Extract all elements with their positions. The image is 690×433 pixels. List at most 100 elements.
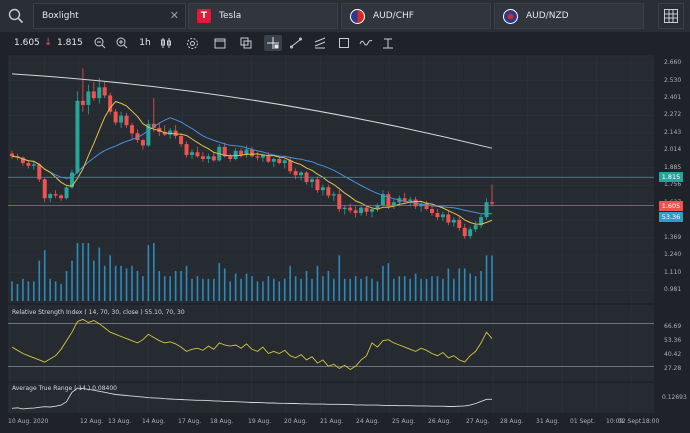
candle-body [42,179,47,199]
layout-grid-button[interactable] [658,3,684,29]
candle-body [473,225,478,230]
volume-bar [360,278,362,301]
candle-body [222,146,227,157]
volume-bar [131,265,133,301]
candle-body [108,95,113,112]
channel-tool-button[interactable] [312,35,328,51]
compare-button[interactable] [238,35,254,51]
time-axis-label: 10:00 [606,418,624,425]
volume-bar [354,276,357,301]
tab-tesla[interactable]: T Tesla [188,3,338,29]
volume-bar [333,278,335,301]
candle-body [277,158,282,164]
chart-area[interactable]: 2.660 2.530 2.401 2.272 2.143 2.014 1.885 1.756… [0,55,690,433]
volume-bar [278,281,281,301]
volume-bar [185,265,188,301]
candle-body [331,194,336,196]
candlesticks [10,68,494,239]
time-axis-label: 18 Aug. [210,418,234,425]
volume-bar [491,255,493,301]
volume-bar [251,276,253,301]
price-axis-label: 2.143 [664,128,682,136]
candle-body [353,210,358,214]
candle-body [299,172,304,176]
time-axis-label: 31 Aug. [536,418,560,425]
folder-icon [214,38,226,49]
candle-body [462,227,467,237]
candle-body [80,100,85,105]
volume-bar [147,245,150,301]
aud-chf-flag-icon [350,8,365,24]
template-button[interactable] [212,35,228,51]
close-icon[interactable]: ✕ [169,9,179,22]
volume-bar [349,278,351,301]
text-tool-button[interactable] [380,35,396,51]
volume-bar [371,278,373,301]
price-axis-label: 1.885 [664,163,682,171]
price-axis-label: 1.756 [664,181,682,189]
volume-bar [403,276,406,301]
zoom-out-icon [94,37,106,49]
time-axis-label: 26 Aug. [428,418,452,425]
brush-tool-button[interactable] [358,35,374,51]
main-pane [8,55,654,303]
price-chart[interactable] [0,55,690,433]
interval-button[interactable]: 1h [139,38,151,48]
volume-bar [229,281,231,301]
atr-title: Average True Range ( 14 ) 0.08400 [12,385,117,392]
parallel-lines-icon [314,37,326,49]
candle-body [364,207,369,212]
candle-body [326,187,331,196]
tab-aud-nzd[interactable]: AUD/NZD [494,3,644,29]
rsi-line [8,318,654,371]
volume-bar [93,260,95,301]
volume-bar [136,271,139,301]
candle-body [233,150,238,159]
candlestick-icon [161,38,171,48]
candle-body [168,130,173,135]
candle-body [484,202,489,218]
candle-body [195,152,200,157]
tab-aud-chf[interactable]: AUD/CHF [341,3,491,29]
rectangle-tool-button[interactable] [336,35,352,51]
volume-bar [425,278,428,301]
time-axis-label: 14 Aug. [142,418,166,425]
volume-bar [300,278,302,301]
zoom-in-icon [116,37,128,49]
zoom-out-button[interactable] [92,35,108,51]
candle-body [375,204,380,210]
crosshair-tool-button[interactable] [264,35,282,51]
volume-bar [109,255,111,301]
volume-bar [71,260,73,301]
time-axis-label: 10 Aug. 2020 [8,418,49,425]
volume-bar [316,265,319,301]
search-button[interactable] [2,2,30,30]
volume-bars [11,243,493,301]
price-tag-blue: 53.36 [659,212,683,222]
time-axis-label: 18:00 [642,418,660,425]
candle-body [10,153,14,157]
candle-body [59,195,64,199]
settings-button[interactable] [184,35,200,51]
candle-body [288,160,293,172]
candle-body [457,219,462,228]
volume-bar [409,278,411,301]
candle-body [419,203,424,207]
volume-bar [420,278,422,301]
candle-body [200,156,205,159]
tab-boxlight[interactable]: Boxlight ✕ [33,3,186,29]
volume-bar [43,250,46,301]
chart-type-button[interactable] [158,35,174,51]
atr-pane [8,383,654,413]
volume-bar [365,276,368,301]
time-axis-label: 20 Aug. [284,418,308,425]
zoom-in-button[interactable] [114,35,130,51]
volume-bar [174,271,177,301]
trendline-tool-button[interactable] [288,35,304,51]
volume-bar [98,247,101,301]
candle-body [490,202,494,204]
volume-bar [180,271,182,301]
candle-body [130,125,134,134]
volume-bar [202,278,204,301]
candle-body [119,115,124,123]
